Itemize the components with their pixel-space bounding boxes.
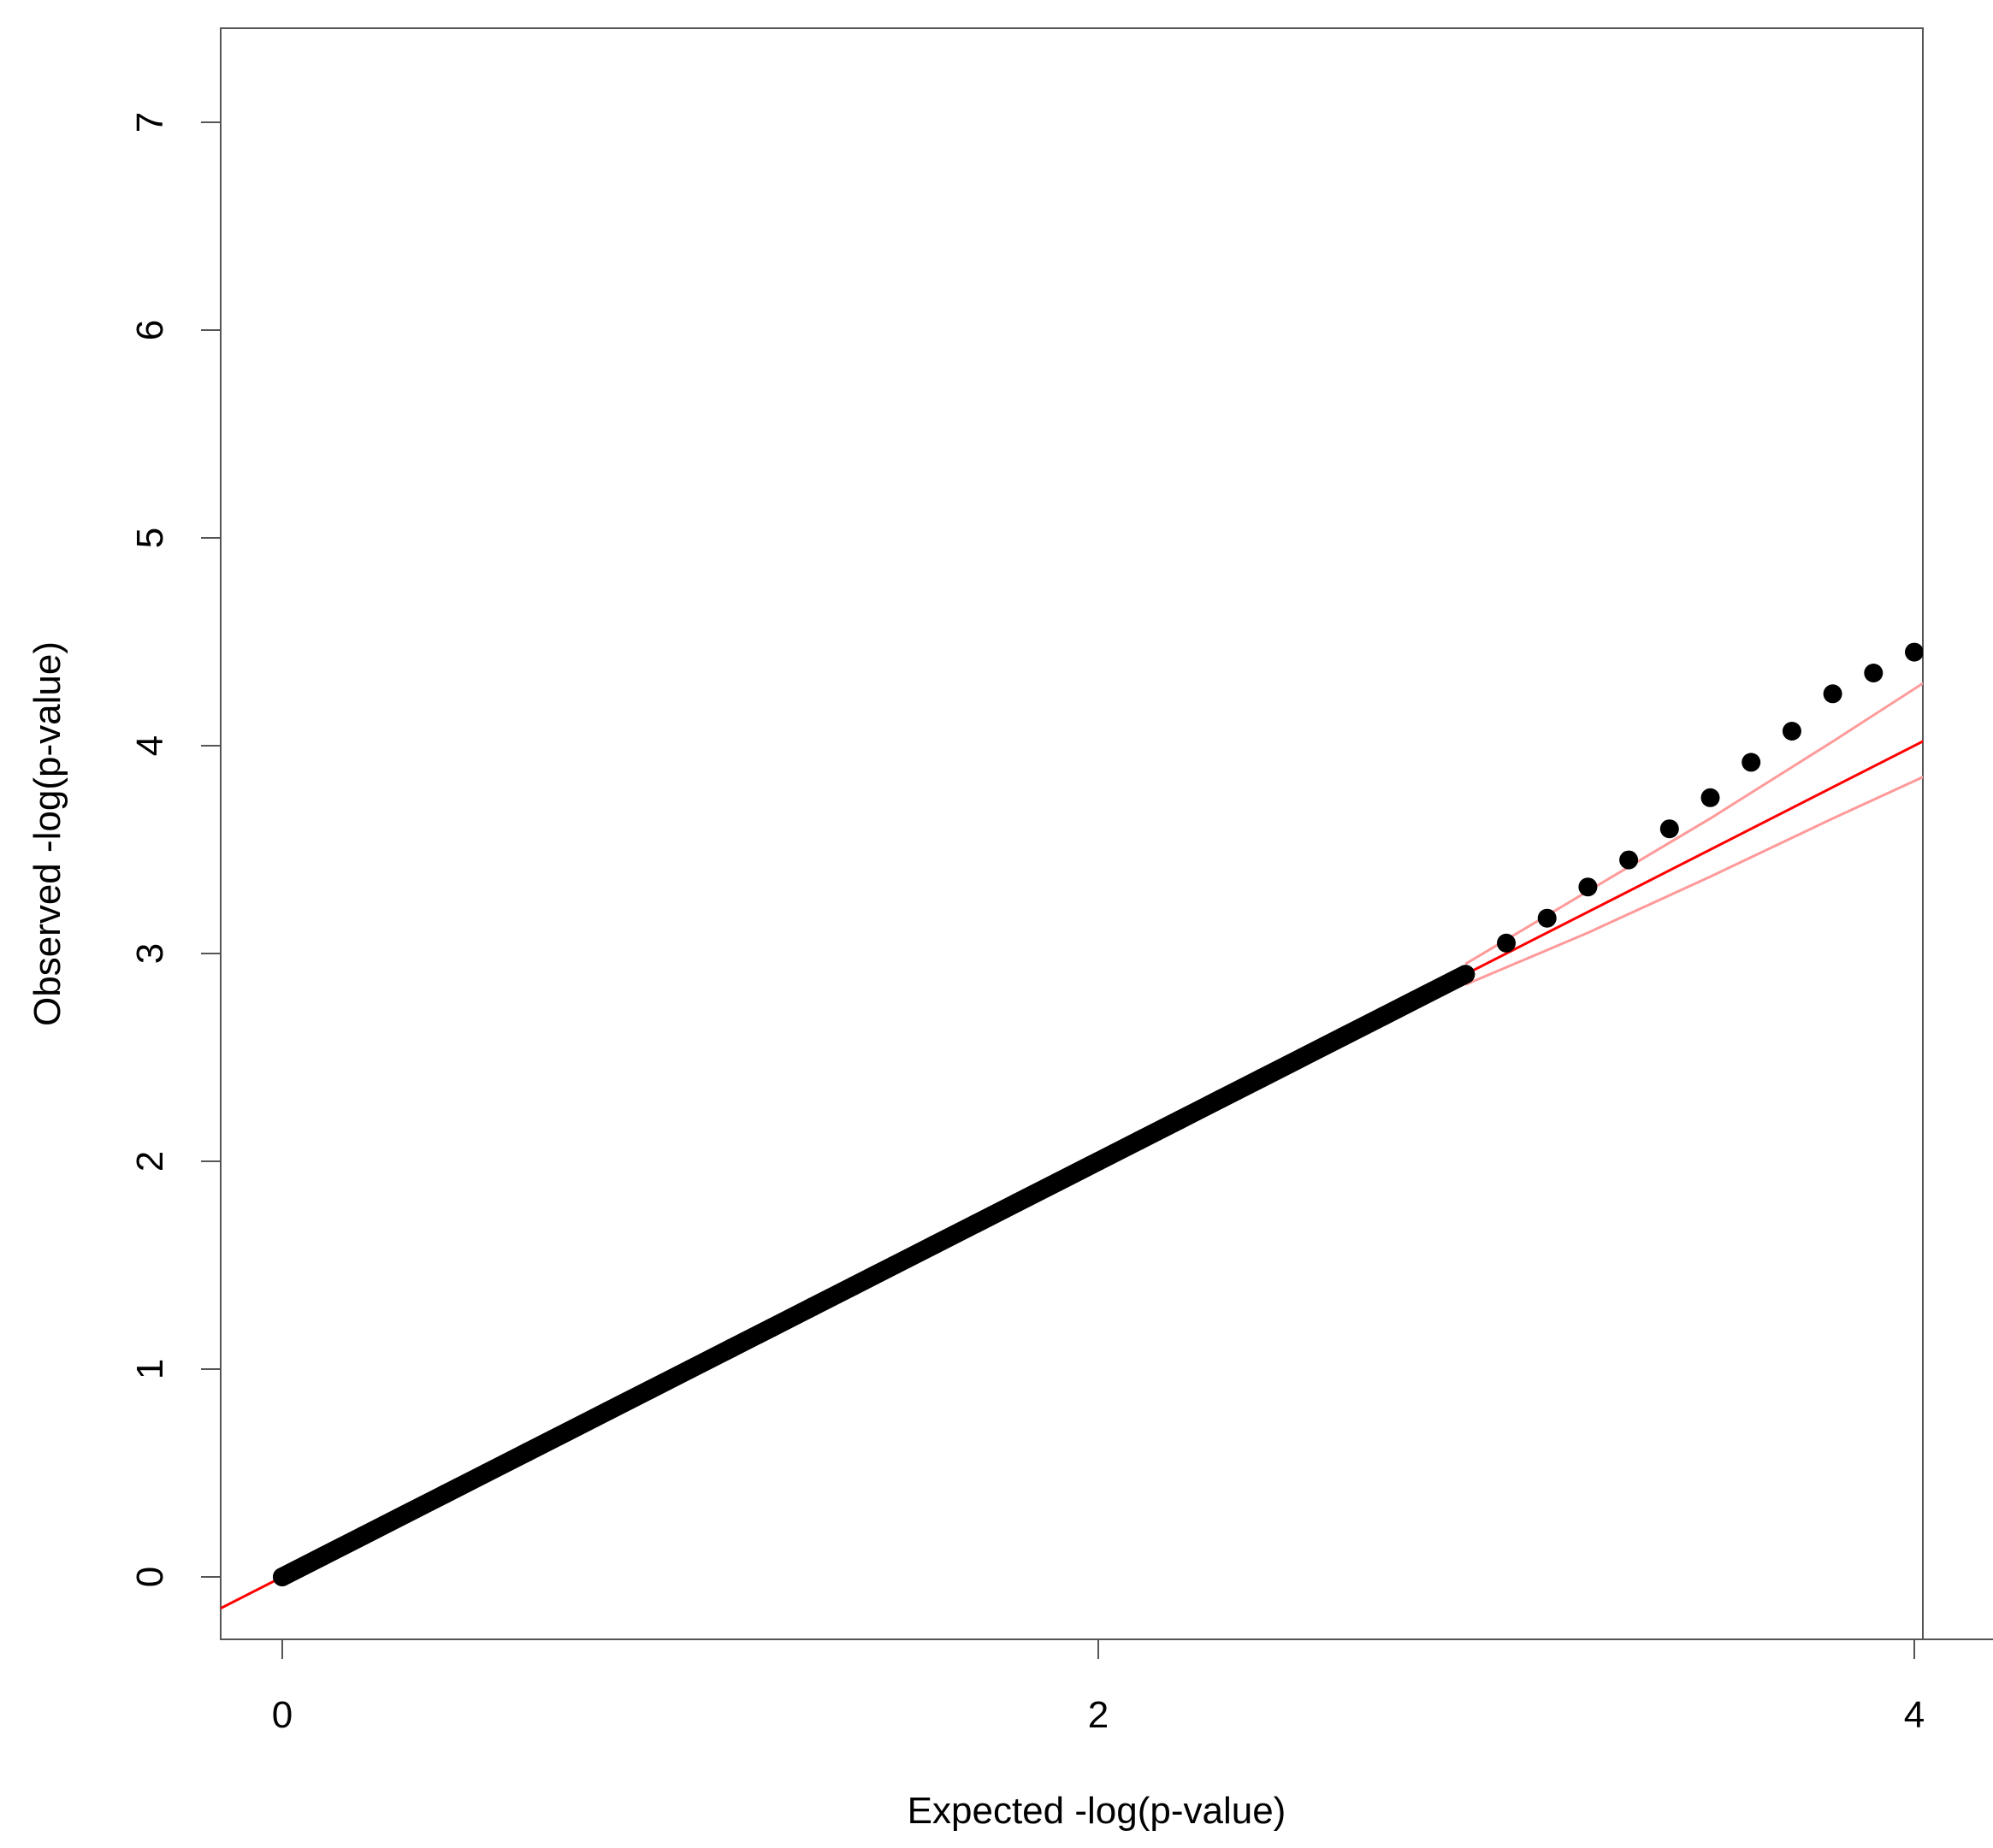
data-points bbox=[273, 581, 1993, 1586]
data-point bbox=[558, 1421, 577, 1441]
x-tick-label: 0 bbox=[272, 1694, 293, 1736]
data-point bbox=[1089, 1152, 1108, 1171]
y-tick-label: 5 bbox=[129, 528, 171, 548]
y-axis-label: Observed -log(p-value) bbox=[27, 641, 68, 1026]
data-point bbox=[313, 1546, 333, 1566]
upper-confidence-band bbox=[1464, 682, 1923, 965]
dense-point-cloud bbox=[273, 965, 1476, 1586]
reference-line-group bbox=[221, 740, 1923, 1610]
data-point bbox=[435, 1484, 455, 1503]
data-point bbox=[1048, 1172, 1067, 1192]
data-point bbox=[762, 1318, 782, 1337]
y-tick-label: 3 bbox=[129, 943, 171, 964]
data-point bbox=[1497, 933, 1516, 953]
data-point bbox=[1782, 722, 1801, 741]
data-point bbox=[1211, 1089, 1231, 1109]
data-point bbox=[803, 1297, 823, 1317]
data-point bbox=[966, 1213, 985, 1233]
data-point bbox=[1170, 1110, 1190, 1130]
plot-area bbox=[221, 581, 1993, 1610]
data-point bbox=[1742, 753, 1761, 772]
reference-line bbox=[221, 740, 1923, 1610]
data-point bbox=[681, 1360, 700, 1379]
x-tick-label: 4 bbox=[1904, 1694, 1925, 1736]
data-point bbox=[1578, 877, 1598, 897]
data-point bbox=[1129, 1131, 1149, 1150]
data-point bbox=[395, 1505, 415, 1525]
data-point bbox=[1374, 1006, 1393, 1025]
data-point bbox=[1456, 965, 1476, 984]
y-axis: 0 1 2 3 4 5 6 7 bbox=[129, 112, 222, 1587]
data-point bbox=[1537, 908, 1557, 928]
data-point bbox=[1334, 1027, 1353, 1047]
x-axis: 02468 bbox=[272, 1638, 1993, 1736]
data-point bbox=[1700, 788, 1720, 807]
data-point bbox=[843, 1276, 863, 1296]
y-tick-label: 2 bbox=[129, 1151, 171, 1172]
data-point bbox=[926, 1235, 945, 1255]
y-tick-label: 7 bbox=[129, 112, 171, 133]
data-point bbox=[1864, 664, 1884, 682]
data-point bbox=[1905, 642, 1923, 662]
data-point bbox=[1946, 611, 1965, 630]
lower-confidence-band bbox=[1464, 776, 1923, 986]
data-point bbox=[517, 1443, 537, 1462]
data-point bbox=[1292, 1048, 1312, 1067]
data-point bbox=[1619, 850, 1639, 870]
data-point bbox=[1986, 581, 1993, 599]
confidence-bands bbox=[1464, 682, 1923, 986]
data-point bbox=[1251, 1068, 1271, 1088]
data-point bbox=[354, 1526, 374, 1545]
y-tick-label: 4 bbox=[129, 735, 171, 756]
data-point bbox=[1007, 1193, 1026, 1213]
data-point bbox=[721, 1338, 741, 1358]
data-point bbox=[1659, 819, 1679, 839]
y-tick-label: 1 bbox=[129, 1359, 171, 1379]
data-point bbox=[1415, 985, 1434, 1005]
data-point bbox=[476, 1463, 496, 1483]
data-point bbox=[273, 1568, 292, 1586]
x-axis-label: Expected -log(p-value) bbox=[908, 1790, 1286, 1832]
x-tick-label: 2 bbox=[1088, 1694, 1109, 1736]
y-tick-label: 0 bbox=[129, 1567, 171, 1587]
data-point bbox=[599, 1401, 618, 1420]
y-tick-label: 6 bbox=[129, 320, 171, 340]
data-point bbox=[640, 1380, 659, 1400]
data-point bbox=[1823, 684, 1842, 704]
data-point bbox=[884, 1255, 904, 1275]
